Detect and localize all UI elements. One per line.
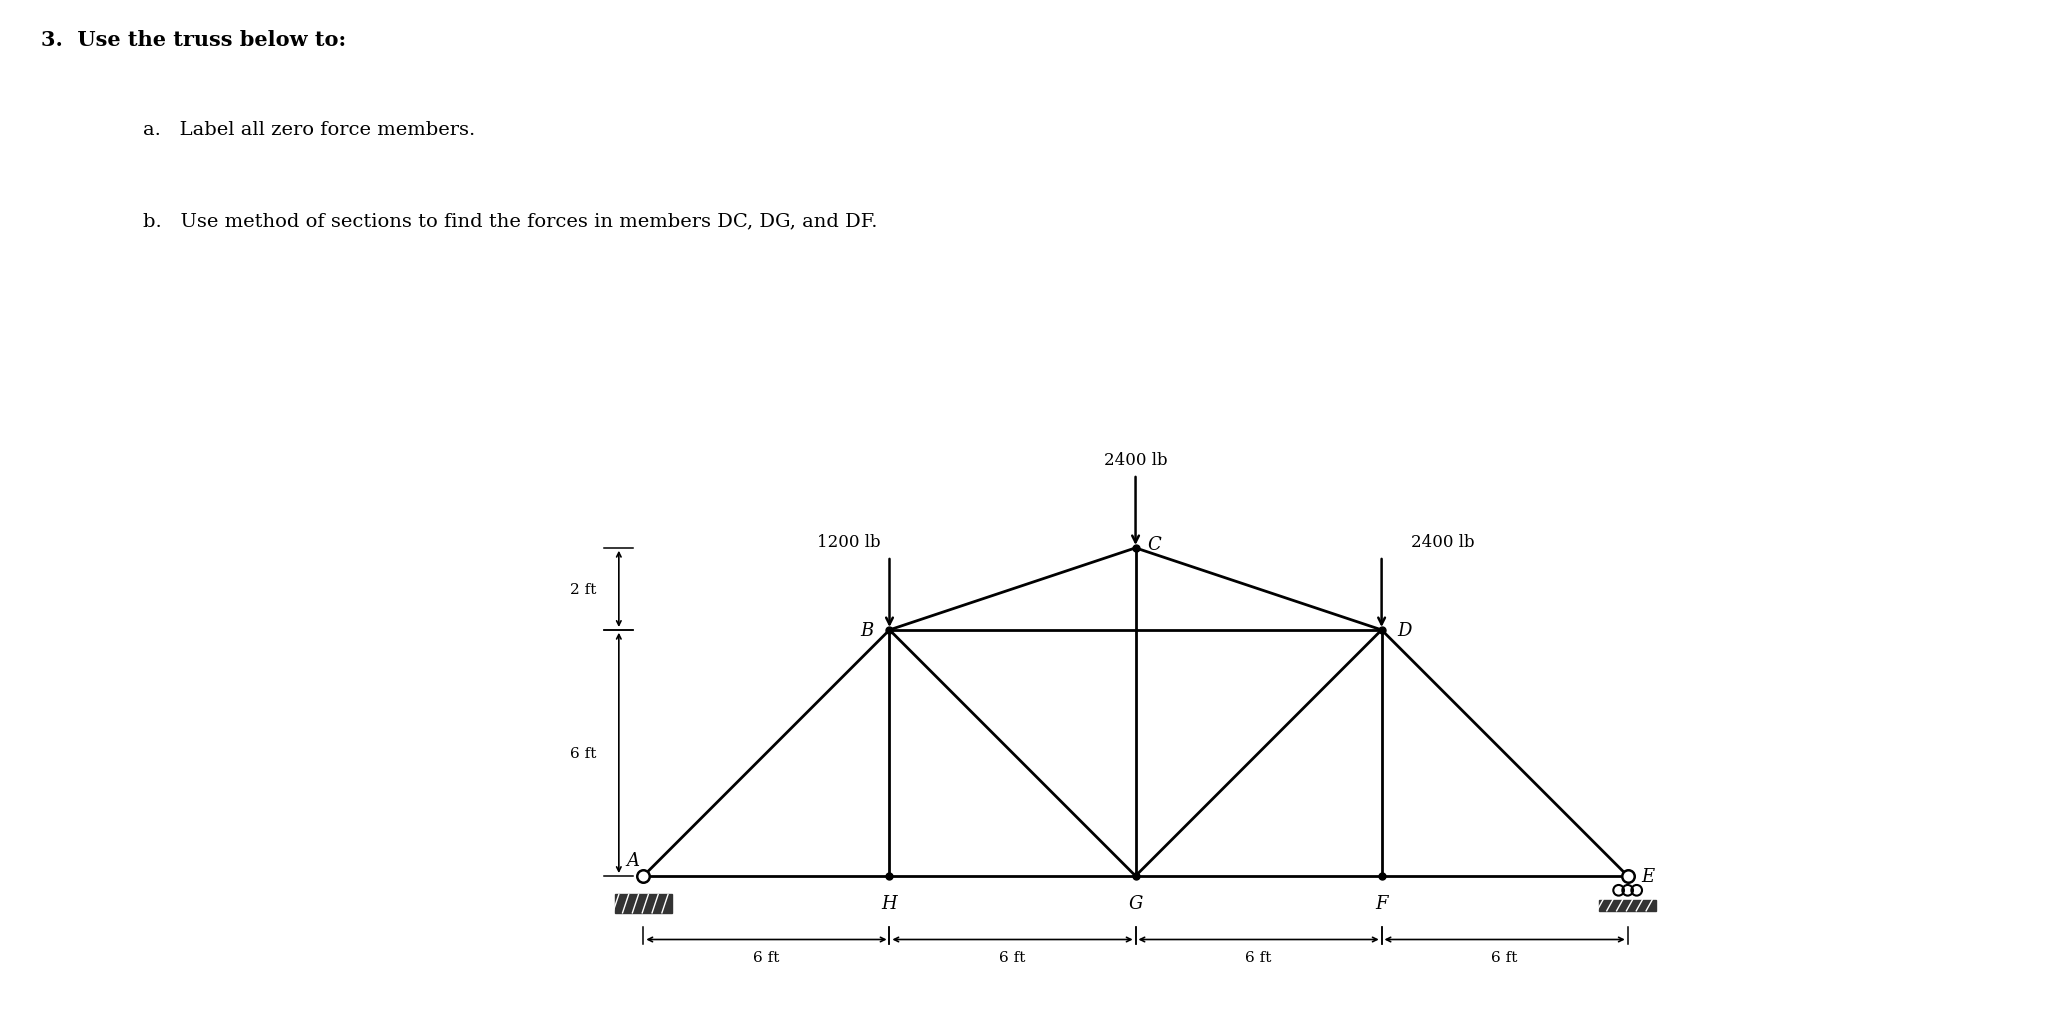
Text: 3.  Use the truss below to:: 3. Use the truss below to: (41, 30, 346, 51)
Text: G: G (1127, 894, 1144, 912)
Text: 6 ft: 6 ft (1246, 949, 1273, 963)
Text: B: B (859, 622, 874, 639)
Text: a.   Label all zero force members.: a. Label all zero force members. (143, 121, 475, 140)
Polygon shape (1600, 900, 1657, 911)
Text: 2 ft: 2 ft (571, 582, 595, 596)
Text: 6 ft: 6 ft (998, 949, 1025, 963)
Text: b.   Use method of sections to find the forces in members DC, DG, and DF.: b. Use method of sections to find the fo… (143, 212, 878, 231)
Text: 1200 lb: 1200 lb (816, 534, 880, 550)
Polygon shape (614, 895, 673, 913)
Text: D: D (1397, 622, 1412, 639)
Text: F: F (1375, 894, 1387, 912)
Text: 6 ft: 6 ft (1492, 949, 1518, 963)
Text: 6 ft: 6 ft (571, 746, 595, 760)
Text: C: C (1148, 535, 1160, 553)
Text: 2400 lb: 2400 lb (1412, 534, 1475, 550)
Text: 2400 lb: 2400 lb (1103, 452, 1168, 468)
Text: E: E (1641, 867, 1655, 885)
Text: H: H (882, 894, 898, 912)
Text: 6 ft: 6 ft (753, 949, 780, 963)
Text: A: A (626, 850, 640, 868)
